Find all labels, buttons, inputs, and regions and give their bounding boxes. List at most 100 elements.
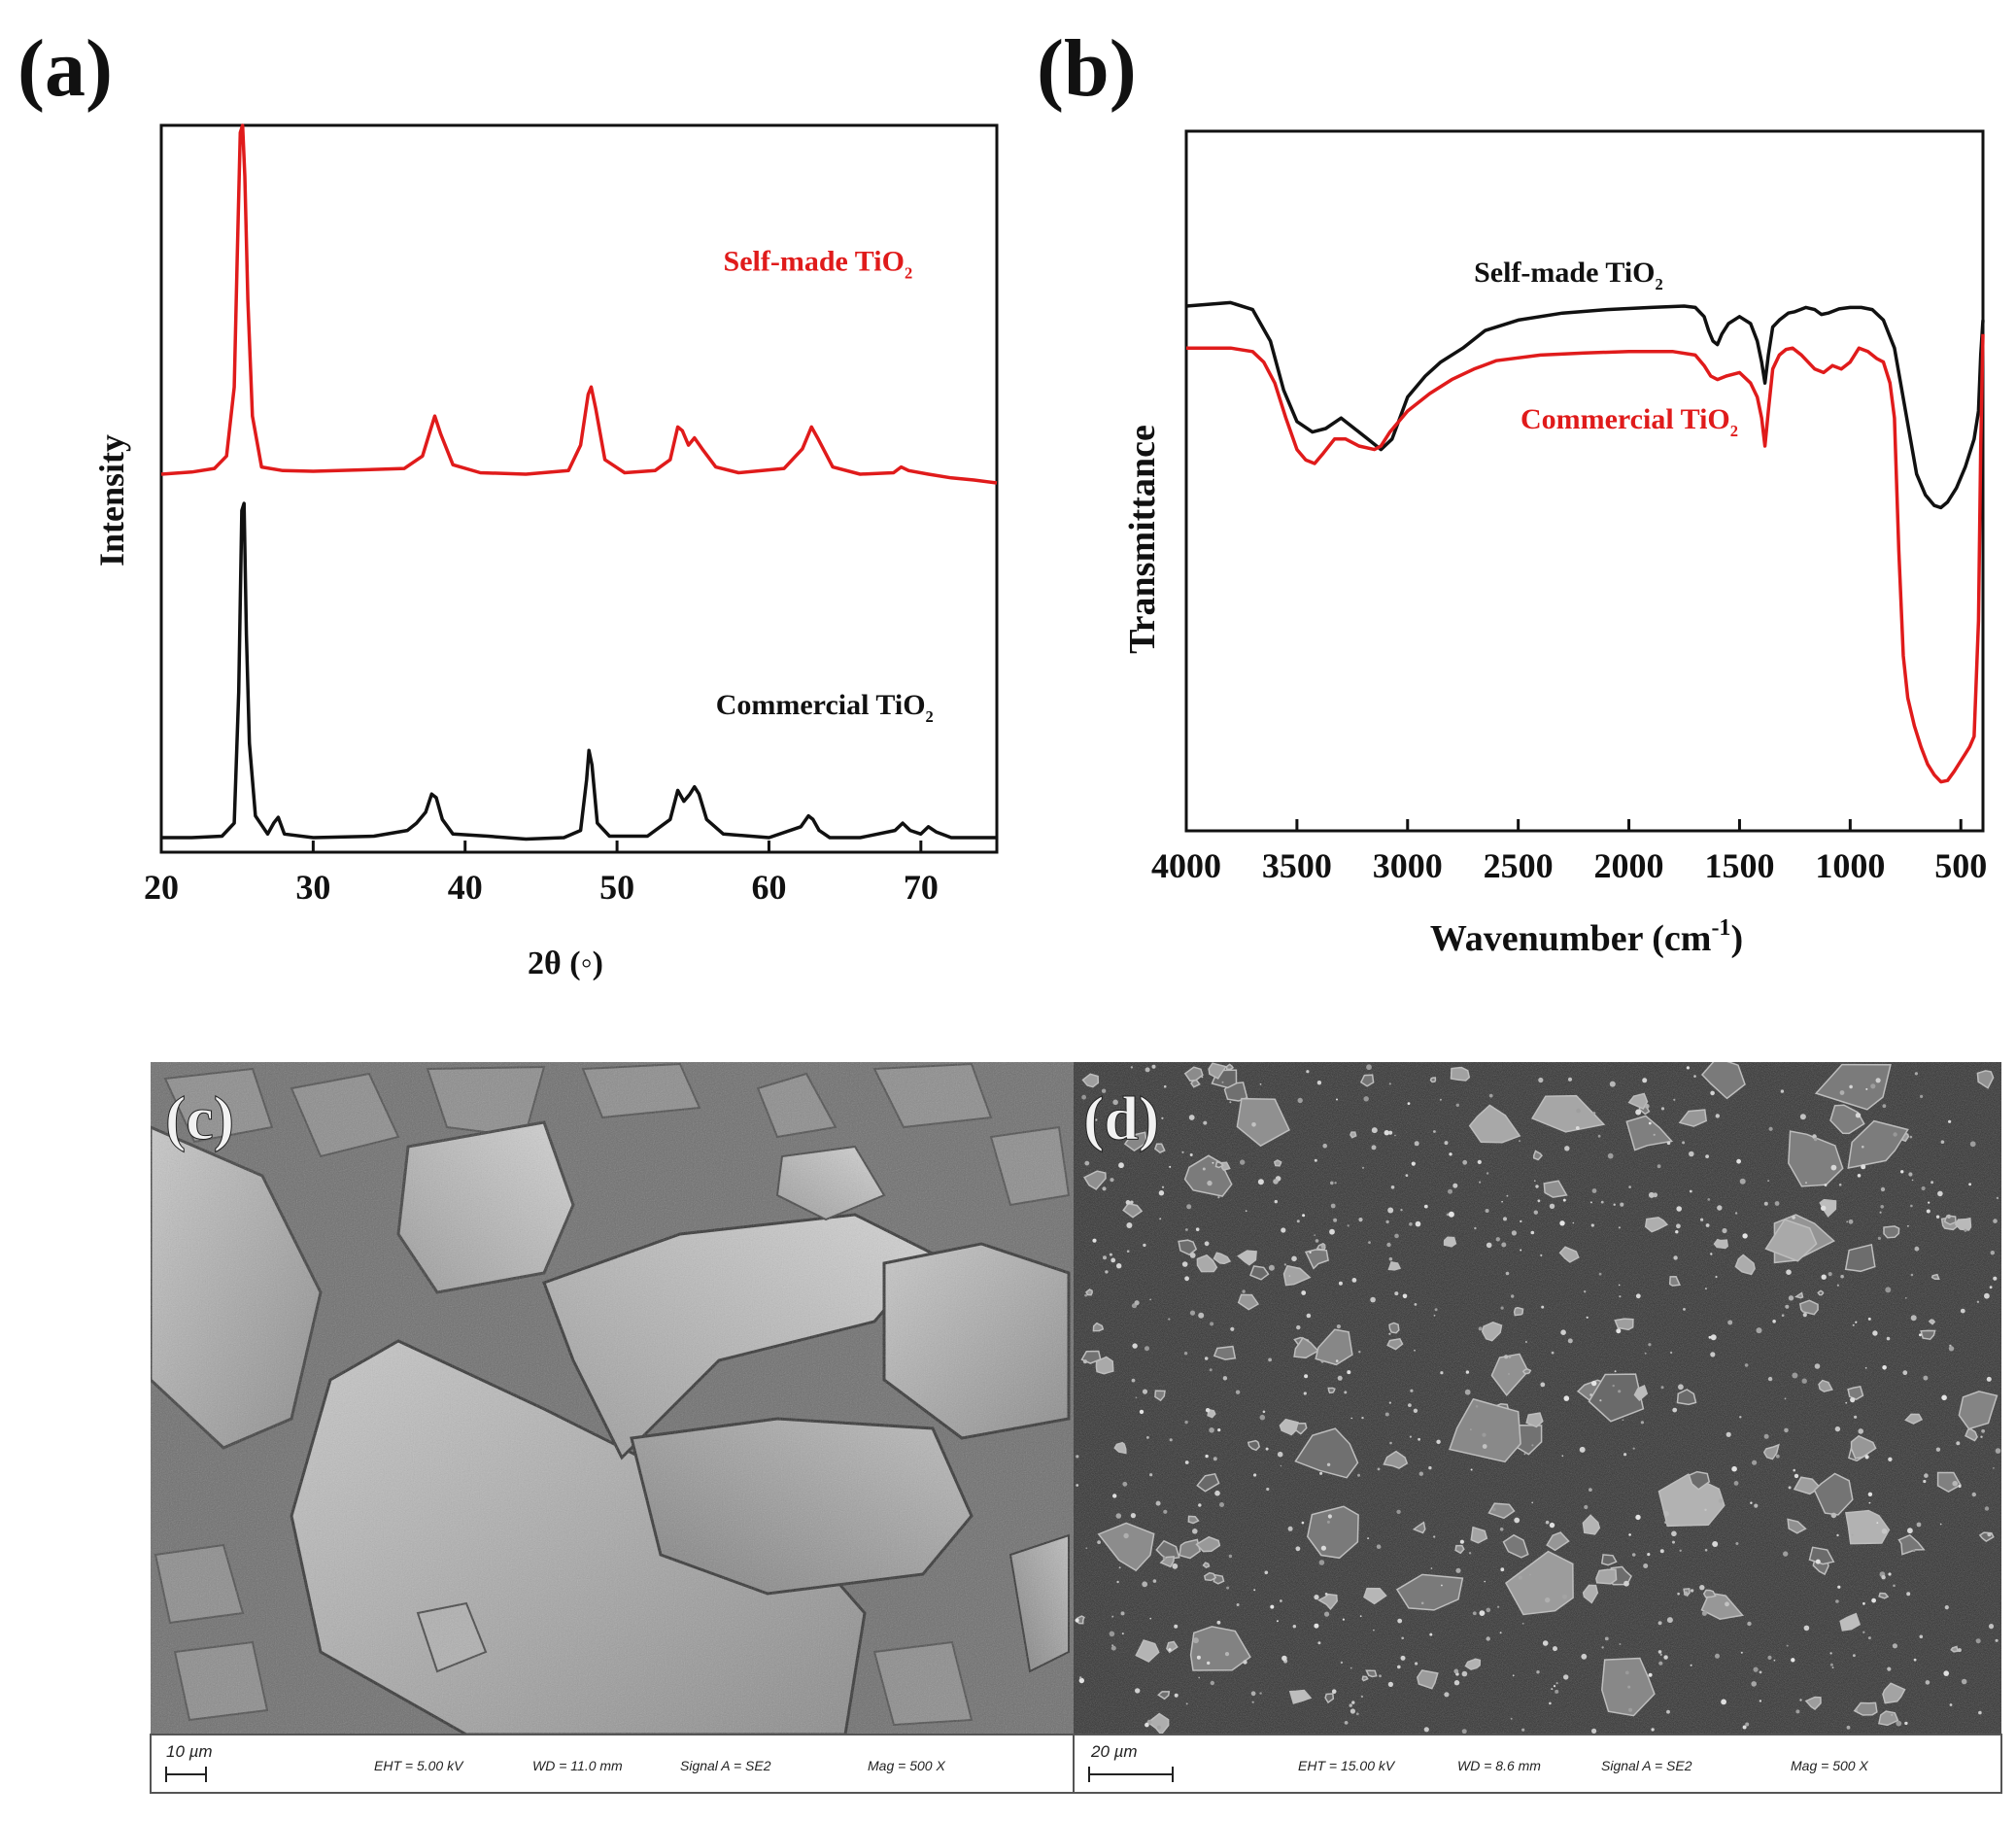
particle-speck (1268, 1357, 1272, 1362)
particle-speck (1366, 1064, 1372, 1071)
particle-speck (1549, 1522, 1555, 1529)
particle-speck (1736, 1158, 1741, 1164)
particle-speck (1320, 1359, 1324, 1363)
particle-speck (1690, 1664, 1692, 1666)
particle-speck (1185, 1228, 1188, 1231)
plot-frame-a (159, 123, 999, 854)
particle-speck (1622, 1419, 1624, 1422)
particle-speck (1867, 1317, 1871, 1321)
x-tick-label: 2000 (1594, 846, 1664, 885)
y-axis-label-b: Transmittance (1122, 425, 1163, 654)
particle-speck (1836, 1533, 1839, 1537)
particle-speck (1123, 1532, 1129, 1539)
particle-speck (1303, 1392, 1307, 1395)
particle-speck (1386, 1242, 1391, 1248)
particle-speck (1217, 1196, 1220, 1199)
particle-speck (1195, 1227, 1200, 1231)
particle-speck (1549, 1701, 1552, 1705)
particle-speck (1314, 1234, 1316, 1236)
particle-speck (1676, 1206, 1682, 1212)
particle-speck (1314, 1623, 1319, 1629)
particle (1387, 1261, 1402, 1271)
particle-speck (1635, 1293, 1641, 1299)
particle-speck (1486, 1636, 1490, 1641)
particle-speck (1589, 1393, 1592, 1396)
particle-speck (1184, 1276, 1189, 1282)
particle-speck (1455, 1567, 1461, 1573)
particle-speck (1920, 1094, 1924, 1098)
particle-speck (1389, 1441, 1392, 1445)
particle (1600, 1554, 1618, 1566)
particle-speck (1980, 1435, 1983, 1438)
particle-speck (1978, 1710, 1982, 1715)
particle-speck (1735, 1542, 1739, 1545)
particle-speck (1214, 1490, 1220, 1496)
particle-speck (1620, 1202, 1624, 1207)
particle-speck (1262, 1410, 1266, 1414)
particle-speck (1555, 1689, 1559, 1694)
particle (1878, 1710, 1899, 1727)
particle-speck (1659, 1549, 1664, 1554)
particle-speck (1923, 1479, 1927, 1484)
particle-speck (1235, 1390, 1241, 1394)
particle (1920, 1329, 1936, 1341)
particle-speck (1846, 1220, 1849, 1223)
particle-speck (1461, 1670, 1468, 1677)
particle-speck (1304, 1374, 1309, 1379)
particle-speck (1472, 1611, 1477, 1616)
particle-speck (1924, 1473, 1929, 1478)
particle-speck (1265, 1447, 1269, 1451)
particle-speck (1110, 1178, 1114, 1183)
particle-speck (1591, 1188, 1597, 1193)
particle (1097, 1522, 1155, 1572)
particle (1847, 1386, 1864, 1401)
particle-speck (1909, 1135, 1913, 1139)
particle (1829, 1104, 1865, 1135)
particle-speck (1969, 1141, 1976, 1148)
particle-speck (1701, 1610, 1707, 1616)
particle-speck (1773, 1659, 1776, 1662)
particle-speck (1710, 1253, 1713, 1255)
particle-speck (1292, 1625, 1297, 1629)
particle (1481, 1321, 1503, 1342)
particle-speck (1316, 1081, 1322, 1085)
particle-speck (1908, 1172, 1913, 1177)
particle-speck (1792, 1216, 1795, 1220)
particle-speck (1742, 1233, 1748, 1239)
particle-speck (1196, 1655, 1201, 1660)
particle (1273, 1159, 1282, 1167)
particle-speck (1277, 1451, 1283, 1458)
particle-speck (1912, 1549, 1916, 1553)
particle-speck (1676, 1223, 1681, 1229)
particle-speck (1135, 1688, 1141, 1694)
particle-speck (1479, 1610, 1486, 1616)
particle-speck (1857, 1174, 1862, 1178)
particle-speck (1753, 1666, 1759, 1672)
particle-speck (1799, 1699, 1802, 1701)
particle-speck (1935, 1215, 1940, 1219)
scale-bar-c (165, 1767, 207, 1782)
particle-speck (1834, 1426, 1841, 1432)
particle-speck (1525, 1341, 1527, 1343)
x-axis-a: 20 30 40 50 60 70 (144, 841, 939, 907)
x-tick-label: 1500 (1704, 846, 1774, 885)
particle-speck (1111, 1615, 1114, 1618)
particle-speck (1910, 1315, 1917, 1322)
particle-speck (1317, 1641, 1321, 1645)
particle-speck (1097, 1540, 1101, 1544)
particle-speck (1342, 1618, 1345, 1621)
particle-speck (1207, 1661, 1211, 1666)
particle-speck (1993, 1276, 1998, 1281)
particle-speck (1995, 1448, 2001, 1454)
particle-speck (1379, 1674, 1382, 1678)
particle-speck (1721, 1699, 1726, 1705)
particle (1657, 1473, 1726, 1528)
particle-speck (1643, 1563, 1649, 1568)
particle (1190, 1079, 1201, 1088)
particle-speck (1964, 1228, 1967, 1232)
particle-speck (1486, 1242, 1492, 1249)
particle-speck (1759, 1700, 1762, 1702)
particle (1819, 1198, 1837, 1218)
particle-speck (1584, 1504, 1589, 1510)
particle-speck (1428, 1465, 1432, 1470)
